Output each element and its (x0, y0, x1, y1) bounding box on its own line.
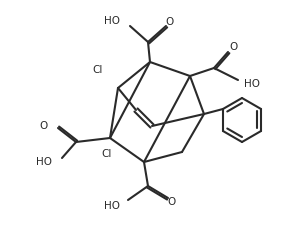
Text: O: O (168, 197, 176, 207)
Text: Cl: Cl (102, 149, 112, 159)
Text: O: O (166, 17, 174, 27)
Text: HO: HO (104, 16, 120, 26)
Text: O: O (229, 42, 237, 52)
Text: O: O (40, 121, 48, 131)
Text: HO: HO (244, 79, 260, 89)
Text: HO: HO (104, 201, 120, 211)
Text: Cl: Cl (93, 65, 103, 75)
Text: HO: HO (36, 157, 52, 167)
